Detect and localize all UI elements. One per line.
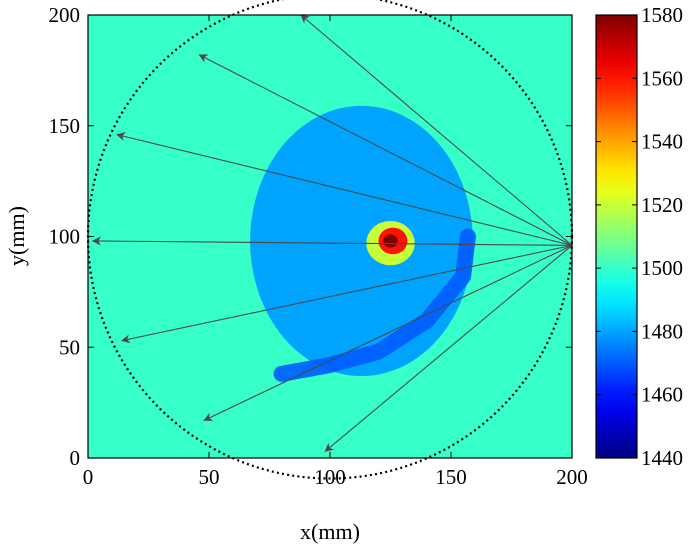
- ray-arrow-2: [198, 54, 573, 246]
- ray-arrow-6: [203, 244, 573, 421]
- x-axis-label: x(mm): [300, 519, 360, 544]
- colorbar-frame: [595, 14, 638, 459]
- ray-paths: [91, 14, 573, 452]
- colorbar-tick-label: 1540: [641, 130, 683, 154]
- x-tick-label: 0: [83, 465, 94, 489]
- colorbar-tick-label: 1480: [641, 319, 683, 343]
- x-tick-label: 150: [435, 465, 467, 489]
- ray-arrow-5: [120, 244, 573, 344]
- x-tick-label: 100: [314, 465, 346, 489]
- ray-arrow-3: [116, 132, 573, 246]
- colorbar-tick-label: 1580: [641, 3, 683, 27]
- region-body: [250, 105, 473, 377]
- colorbar-tick-label: 1500: [641, 256, 683, 280]
- y-tick-label: 200: [49, 3, 81, 27]
- colorbar-gradient: [596, 15, 637, 458]
- y-tick-label: 100: [49, 225, 81, 249]
- heatmap-regions: [250, 105, 476, 382]
- y-tick-label: 150: [49, 114, 81, 138]
- ray-arrow-4: [91, 236, 573, 246]
- colorbar-tick-label: 1460: [641, 383, 683, 407]
- region-lower-low-band: [273, 228, 476, 382]
- y-tick-label: 50: [59, 335, 80, 359]
- y-tick-label: 0: [70, 446, 81, 470]
- colorbar-tick-label: 1520: [641, 193, 683, 217]
- y-axis-ticks: 0 50 100 150 200: [49, 3, 572, 470]
- x-axis-ticks: 0 50 100 150 200: [83, 15, 588, 489]
- colorbar-tick-label: 1440: [641, 446, 683, 470]
- x-tick-label: 50: [199, 465, 220, 489]
- x-tick-label: 200: [556, 465, 588, 489]
- y-axis-label: y(mm): [4, 206, 29, 266]
- plot-area: 0 50 100 150 200 0 50 100 150 200: [49, 0, 588, 489]
- region-inclusion-peak: [383, 234, 398, 248]
- ray-arrow-1: [300, 14, 573, 246]
- colorbar-ticks: 1440 1460 1480 1500 1520 1540 1560 1580: [596, 3, 683, 470]
- colorbar-tick-label: 1560: [641, 66, 683, 90]
- ray-arrow-7: [324, 244, 573, 452]
- colorbar: 1440 1460 1480 1500 1520 1540 1560 1580: [595, 3, 683, 470]
